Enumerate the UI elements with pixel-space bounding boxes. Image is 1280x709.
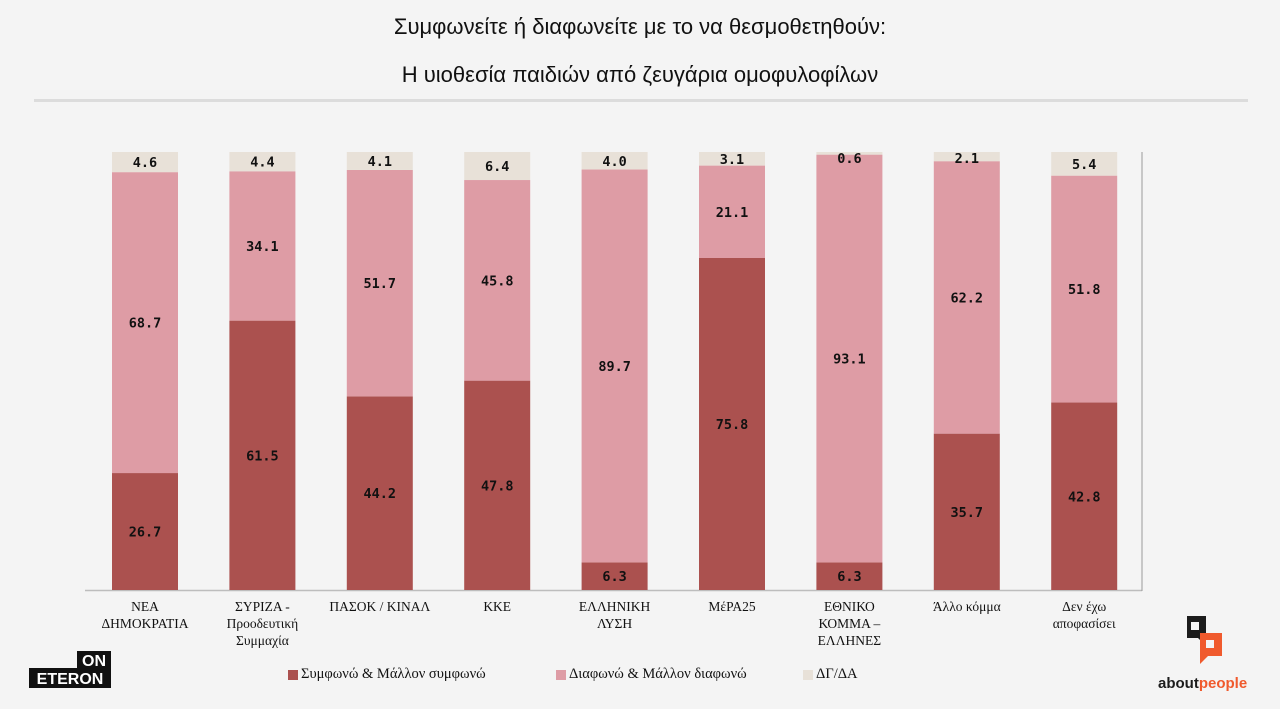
bar-segment-disagree xyxy=(346,169,413,397)
x-tick-label: Άλλο κόμμα xyxy=(908,598,1026,615)
bar-segment-dk xyxy=(933,152,1000,162)
data-label-disagree: 68.7 xyxy=(129,316,162,332)
aboutpeople-logo-people: people xyxy=(1199,675,1247,692)
bar-segment-dk xyxy=(1051,152,1118,176)
x-tick-label: ΕΘΝΙΚΟ ΚΟΜΜΑ – ΕΛΛΗΝΕΣ xyxy=(790,598,908,649)
x-tick-label-line: Άλλο κόμμα xyxy=(932,599,1001,614)
legend-swatch-disagree xyxy=(556,669,566,680)
data-label-disagree: 89.7 xyxy=(598,359,631,375)
bar-segment-agree xyxy=(933,433,1000,590)
x-tick-label-line: ΕΘΝΙΚΟ xyxy=(823,599,875,614)
data-label-agree: 6.3 xyxy=(602,569,626,585)
legend-item-dk: ΔΓ/ΔΑ xyxy=(803,666,858,683)
bar-segment-dk xyxy=(346,152,413,170)
x-tick-label-line: Δεν έχω xyxy=(1062,599,1107,614)
svg-text:aboutpeople: aboutpeople xyxy=(1158,675,1247,692)
data-label-dk: 4.4 xyxy=(250,155,274,171)
bar-segment-agree xyxy=(816,562,883,590)
x-tick-label: Δεν έχω αποφασίσει xyxy=(1025,598,1143,632)
bar-segment-disagree xyxy=(464,180,531,381)
x-tick-label-line: ΚΟΜΜΑ – xyxy=(818,616,881,631)
data-label-dk: 4.0 xyxy=(602,154,626,170)
x-tick-label-line: αποφασίσει xyxy=(1052,616,1116,631)
data-label-dk: 0.6 xyxy=(837,151,861,167)
data-label-dk: 2.1 xyxy=(955,151,979,167)
data-label-disagree: 45.8 xyxy=(481,273,514,289)
data-label-dk: 4.1 xyxy=(368,154,392,170)
bar-segment-disagree xyxy=(1051,175,1118,403)
on-eteron-logo-top: ON xyxy=(82,653,106,670)
bar-segment-agree xyxy=(229,320,296,590)
chart-subtitle: Η υιοθεσία παιδιών από ζευγάρια ομοφυλοφ… xyxy=(401,62,879,87)
legend-label-agree: Συμφωνώ & Μάλλον συμφωνώ xyxy=(301,666,486,682)
bar-segment-agree xyxy=(112,473,178,590)
bar-segment-dk xyxy=(816,152,883,155)
bar-segment-disagree xyxy=(933,161,1000,434)
data-label-dk: 3.1 xyxy=(720,152,744,168)
data-label-disagree: 51.7 xyxy=(364,276,397,292)
bar-segment-dk xyxy=(699,152,765,166)
on-eteron-logo-bottom: ETERON xyxy=(37,671,104,688)
x-tick-label-line: Συμμαχία xyxy=(235,633,289,648)
bar-segment-agree xyxy=(346,396,413,590)
x-tick-label: ΚΚΕ xyxy=(438,598,556,615)
x-tick-label: ΜέΡΑ25 xyxy=(673,598,791,615)
header-divider xyxy=(34,99,1248,102)
x-tick-label-line: ΕΛΛΗΝΕΣ xyxy=(817,633,882,648)
bar-segment-disagree xyxy=(581,169,648,563)
x-tick-label: ΝΕΑ ΔΗΜΟΚΡΑΤΙΑ xyxy=(86,598,204,632)
bar-segment-disagree xyxy=(229,171,296,321)
legend-label-disagree: Διαφωνώ & Μάλλον διαφωνώ xyxy=(569,666,747,682)
chart-title: Συμφωνείτε ή διαφωνείτε με το να θεσμοθε… xyxy=(393,14,887,39)
x-tick-label-line: ΜέΡΑ25 xyxy=(708,599,756,614)
x-tick-label-line: Προοδευτική xyxy=(226,616,299,631)
bar-segment-agree xyxy=(581,562,648,590)
data-label-disagree: 93.1 xyxy=(833,352,866,368)
legend-item-disagree: Διαφωνώ & Μάλλον διαφωνώ xyxy=(556,666,747,683)
x-tick-label-line: ΣΥΡΙΖΑ - xyxy=(235,599,290,614)
data-label-agree: 42.8 xyxy=(1068,489,1101,505)
data-label-agree: 47.8 xyxy=(481,478,514,494)
bar-segment-disagree xyxy=(816,154,883,563)
legend-swatch-dk xyxy=(803,669,813,680)
legend-label-dk: ΔΓ/ΔΑ xyxy=(816,666,858,682)
x-tick-label-line: ΛΥΣΗ xyxy=(597,616,633,631)
data-label-dk: 5.4 xyxy=(1072,157,1096,173)
data-label-disagree: 62.2 xyxy=(951,290,984,306)
bar-segment-dk xyxy=(229,152,296,172)
data-label-disagree: 21.1 xyxy=(716,205,749,221)
bar-segment-dk xyxy=(112,152,178,173)
bar-segment-agree xyxy=(699,257,765,590)
data-label-agree: 26.7 xyxy=(129,525,162,541)
data-label-agree: 44.2 xyxy=(364,486,397,502)
bar-segment-dk xyxy=(464,152,531,181)
data-label-agree: 6.3 xyxy=(837,569,861,585)
x-tick-label-line: ΝΕΑ xyxy=(131,599,159,614)
data-label-agree: 35.7 xyxy=(951,505,984,521)
x-tick-label-line: ΚΚΕ xyxy=(483,599,512,614)
aboutpeople-logo: aboutpeople xyxy=(1158,616,1247,692)
bar-segment-agree xyxy=(464,380,531,590)
data-label-disagree: 34.1 xyxy=(246,239,279,255)
bar-segment-agree xyxy=(1051,402,1118,590)
x-tick-label-line: ΔΗΜΟΚΡΑΤΙΑ xyxy=(101,616,189,631)
data-label-agree: 61.5 xyxy=(246,448,279,464)
x-tick-label-line: ΕΛΛΗΝΙΚΗ xyxy=(578,599,651,614)
x-tick-label: ΠΑΣΟΚ / ΚΙΝΑΛ xyxy=(321,598,439,615)
bar-segment-dk xyxy=(581,152,648,170)
aboutpeople-logo-about: about xyxy=(1158,675,1199,692)
legend-swatch-agree xyxy=(288,669,298,680)
data-label-dk: 6.4 xyxy=(485,159,509,175)
x-tick-label: ΕΛΛΗΝΙΚΗ ΛΥΣΗ xyxy=(556,598,674,632)
data-label-agree: 75.8 xyxy=(716,417,749,433)
x-tick-label-line: ΠΑΣΟΚ / ΚΙΝΑΛ xyxy=(329,599,431,614)
data-label-dk: 4.6 xyxy=(133,155,157,171)
legend-item-agree: Συμφωνώ & Μάλλον συμφωνώ xyxy=(288,666,486,683)
bar-segment-disagree xyxy=(699,165,765,258)
bar-segment-disagree xyxy=(112,172,178,474)
on-eteron-logo: ON ETERON xyxy=(29,651,111,688)
x-tick-label: ΣΥΡΙΖΑ - Προοδευτική Συμμαχία xyxy=(203,598,321,649)
data-label-disagree: 51.8 xyxy=(1068,282,1101,298)
